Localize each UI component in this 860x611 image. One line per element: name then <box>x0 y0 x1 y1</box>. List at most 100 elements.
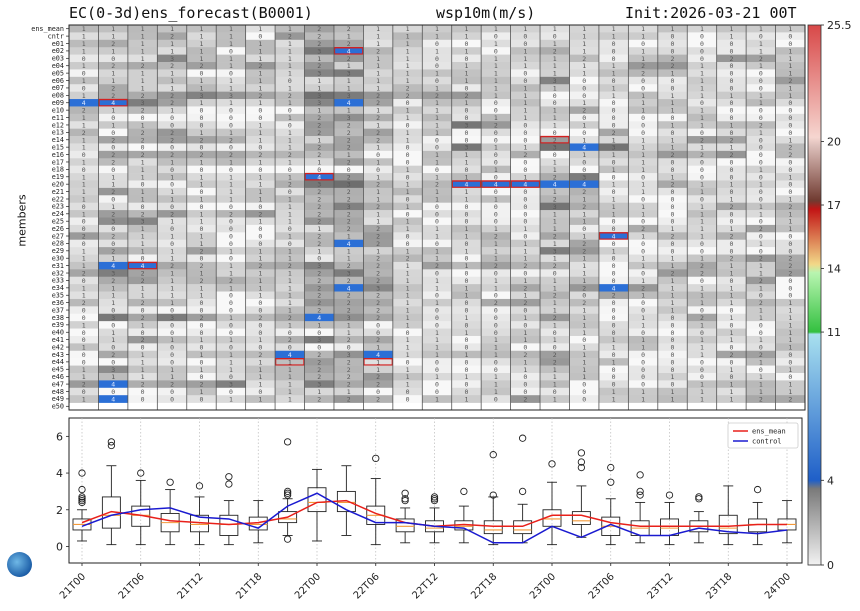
heatmap-cell-value: 2 <box>170 262 174 270</box>
heatmap-cell-value: 4 <box>523 181 527 189</box>
heatmap-cell-value: 1 <box>258 195 262 203</box>
heatmap-cell-value: 0 <box>258 203 262 211</box>
heatmap-cell-value: 3 <box>347 92 351 100</box>
heatmap-cell-value: 1 <box>288 144 292 152</box>
heatmap-cell-value: 1 <box>170 25 174 33</box>
heatmap-cell-value: 2 <box>170 151 174 159</box>
heatmap-cell-value: 1 <box>435 173 439 181</box>
heatmap-cell <box>481 54 511 63</box>
heatmap-cell <box>540 202 570 211</box>
heatmap-cell <box>657 358 688 366</box>
heatmap-cell <box>775 210 806 218</box>
heatmap-cell-value: 1 <box>494 114 498 122</box>
heatmap-cell <box>157 47 188 55</box>
heatmap-cell <box>687 380 717 389</box>
heatmap-cell <box>598 106 629 115</box>
heatmap-cell <box>392 387 423 396</box>
heatmap-cell <box>157 261 188 270</box>
heatmap-cell-value: 2 <box>111 158 115 166</box>
heatmap-cell <box>245 269 276 278</box>
heatmap-cell-value: 1 <box>523 92 527 100</box>
heatmap-cell-value: 1 <box>141 188 145 196</box>
heatmap-cell-value: 2 <box>700 262 704 270</box>
heatmap-cell-value: 0 <box>641 173 645 181</box>
heatmap-cell <box>687 128 717 137</box>
heatmap-cell-value: 1 <box>406 136 410 144</box>
heatmap-cell-value: 2 <box>229 136 233 144</box>
heatmap-row-label: e40 <box>52 329 64 337</box>
heatmap-cell-value: 2 <box>376 307 380 315</box>
heatmap-cell <box>569 47 600 55</box>
heatmap-cell-value: 1 <box>82 158 86 166</box>
heatmap-cell <box>392 335 423 344</box>
heatmap-cell <box>628 76 659 85</box>
heatmap-cell-value: 1 <box>641 321 645 329</box>
heatmap-cell-value: 0 <box>759 114 763 122</box>
heatmap-cell <box>540 328 570 337</box>
heatmap-cell-value: 1 <box>406 270 410 278</box>
heatmap-cell <box>481 69 511 78</box>
heatmap-cell <box>746 372 776 381</box>
heatmap-cell-value: 1 <box>641 388 645 396</box>
heatmap-cell <box>481 165 511 174</box>
heatmap-cell <box>746 254 776 263</box>
heatmap-cell <box>746 365 776 374</box>
heatmap-cell <box>304 165 335 174</box>
heatmap-cell <box>657 136 688 144</box>
heatmap-cell <box>657 224 688 233</box>
heatmap-cell-value: 1 <box>641 292 645 300</box>
heatmap-cell <box>69 121 99 129</box>
heatmap-cell-value: 0 <box>523 373 527 381</box>
heatmap-cell <box>69 261 99 270</box>
heatmap-cell-value: 1 <box>700 210 704 218</box>
boxplot-xtick-label: 21T00 <box>58 571 88 601</box>
heatmap-cell-value: 1 <box>170 292 174 300</box>
heatmap-cell <box>657 387 688 396</box>
heatmap-cell <box>245 25 276 33</box>
heatmap-cell-value: 0 <box>406 240 410 248</box>
heatmap-cell-value: 1 <box>435 225 439 233</box>
heatmap-cell <box>716 313 747 322</box>
heatmap-cell-value: 1 <box>523 358 527 366</box>
heatmap-cell-value: 1 <box>435 233 439 241</box>
heatmap-cell <box>598 32 629 41</box>
heatmap-cell-value: 0 <box>435 270 439 278</box>
heatmap-cell-value: 2 <box>376 381 380 389</box>
heatmap-cell <box>363 187 394 196</box>
heatmap-cell-value: 1 <box>406 25 410 33</box>
heatmap-cell-value: 2 <box>582 247 586 255</box>
heatmap-cell-value: 1 <box>700 144 704 152</box>
heatmap-cell-value: 0 <box>200 395 204 403</box>
heatmap-cell <box>363 335 394 344</box>
heatmap-cell <box>216 165 246 174</box>
heatmap-cell-value: 0 <box>229 240 233 248</box>
heatmap-cell <box>481 202 511 211</box>
heatmap-cell-value: 0 <box>464 388 468 396</box>
heatmap-cell <box>451 321 482 329</box>
heatmap-cell <box>746 106 776 115</box>
heatmap-cell-value: 2 <box>671 55 675 63</box>
heatmap-cell <box>628 39 659 48</box>
heatmap-cell <box>275 54 305 63</box>
heatmap-cell <box>687 254 717 263</box>
heatmap-cell-value: 1 <box>494 25 498 33</box>
boxplot-box <box>278 511 298 524</box>
heatmap-cell <box>69 150 99 159</box>
heatmap-cell <box>716 62 747 70</box>
heatmap-cell <box>481 365 511 374</box>
boxplot-outlier <box>577 458 586 466</box>
heatmap-cell <box>275 328 305 337</box>
heatmap-cell <box>628 62 659 70</box>
heatmap-cell <box>716 32 747 41</box>
heatmap-cell-value: 0 <box>170 144 174 152</box>
heatmap-cell <box>422 76 453 85</box>
heatmap-cell-value: 2 <box>523 395 527 403</box>
heatmap-cell <box>687 202 717 211</box>
heatmap-cell <box>716 365 747 374</box>
boxplot-xtick-label: 22T06 <box>352 571 382 601</box>
heatmap-cell-value: 0 <box>435 77 439 85</box>
heatmap-cell-value: 2 <box>229 277 233 285</box>
heatmap-cell <box>392 76 423 85</box>
heatmap-cell-value: 1 <box>347 77 351 85</box>
heatmap-cell <box>716 224 747 233</box>
